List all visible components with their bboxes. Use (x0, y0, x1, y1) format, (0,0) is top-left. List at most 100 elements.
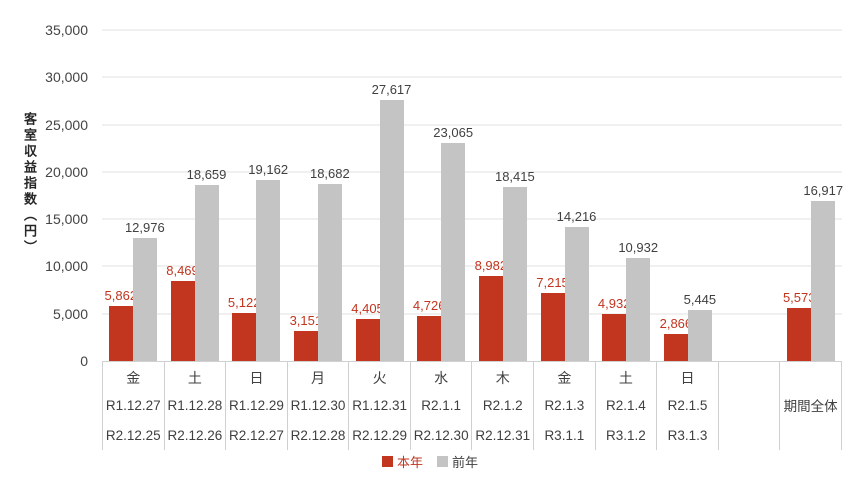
bar-previous-year: 18,659 (187, 168, 226, 361)
bar-value-label: 3,151 (289, 313, 323, 329)
gridline (102, 29, 842, 31)
bar-value-label: 12,976 (124, 220, 165, 236)
category-date-year1: R1.12.30 (290, 397, 346, 413)
y-axis-tick-label: 20,000 (45, 163, 88, 180)
bar-current-year: 8,469 (166, 264, 199, 361)
gridline (102, 171, 842, 173)
legend-item-previous-year: 前年 (437, 452, 478, 471)
category-cell: 金 R2.1.3 R3.1.1 (534, 362, 596, 450)
category-cell: 火 R1.12.31 R2.12.29 (349, 362, 411, 450)
bar-previous-year: 12,976 (125, 221, 165, 361)
bar-group (719, 30, 781, 361)
bar-current-year: 5,573 (783, 291, 815, 361)
bar-group: 5,862 12,976 (102, 30, 165, 361)
bar-group: 8,469 18,659 (164, 30, 226, 361)
bar-value-label: 14,216 (556, 208, 597, 224)
y-axis-tick-label: 35,000 (45, 22, 88, 38)
category-day: 金 (557, 369, 572, 386)
bar-value-label: 4,932 (597, 296, 631, 312)
bar-value-label: 19,162 (248, 161, 289, 177)
bar-current-year: 8,982 (475, 259, 507, 361)
bar-value-label: 8,469 (166, 262, 199, 278)
category-cell: 金 R1.12.27 R2.12.25 (102, 362, 165, 450)
category-date-year2: R2.12.29 (352, 427, 407, 443)
legend-marker-square-icon (381, 456, 393, 467)
category-day: 木 (495, 369, 510, 386)
bar-group: 3,151 18,682 (287, 30, 350, 361)
bar-groups: 5,862 12,976 8,469 18,659 5,122 19,162 3,151 18… (102, 30, 843, 361)
bar-group: 7,215 14,216 (534, 30, 596, 361)
category-date-year1: R1.12.28 (167, 397, 223, 413)
category-day: 日 (680, 369, 695, 386)
bar-value-label: 5,862 (104, 287, 138, 303)
category-date-year1: R2.1.4 (606, 397, 646, 413)
bar-previous-year: 18,415 (495, 170, 535, 361)
bar-previous-year: 18,682 (310, 167, 350, 361)
bar-previous-year: 5,445 (684, 293, 716, 361)
bar-value-label: 4,726 (412, 298, 446, 314)
bar-current-year: 4,405 (351, 302, 384, 361)
bar-group: 5,122 19,162 (225, 30, 288, 361)
bar-current-year: 3,151 (290, 314, 322, 361)
category-cell: 土 R1.12.28 R2.12.26 (165, 362, 227, 450)
bar-current-year: 5,122 (228, 296, 260, 361)
category-day: 水 (434, 369, 449, 386)
category-cell: 日 R1.12.29 R2.12.27 (226, 362, 288, 450)
y-axis-title: 客室収益指数（円） (22, 112, 37, 256)
legend-label: 前年 (452, 455, 479, 470)
bar-value-label: 4,405 (351, 301, 384, 317)
bar-value-label: 18,659 (186, 166, 227, 182)
bar-value-label: 5,445 (683, 291, 717, 307)
bar-value-label: 18,682 (309, 166, 350, 182)
category-cell: 水 R2.1.1 R2.12.30 (411, 362, 473, 450)
bar-group: 8,982 18,415 (472, 30, 535, 361)
gridline (102, 218, 842, 220)
gridline (102, 265, 842, 267)
plot-area: 5,862 12,976 8,469 18,659 5,122 19,162 3,151 18… (102, 29, 843, 361)
bar-group: 4,405 27,617 (349, 30, 411, 361)
y-axis-tick-label: 30,000 (45, 69, 88, 86)
bar-current-year: 4,726 (413, 299, 445, 361)
bar-value-label: 2,866 (659, 315, 693, 331)
category-cell (719, 362, 781, 450)
category-date-year1: 期間全体 (783, 399, 838, 414)
y-axis-ticks: 0 5,000 10,000 15,000 20,000 25,000 30,000 35,0… (28, 23, 88, 368)
bar-previous-year: 16,917 (803, 184, 843, 361)
bar-value-label: 27,617 (371, 81, 412, 97)
bar-value-label: 10,932 (618, 239, 659, 255)
category-date-year2: R2.12.31 (475, 427, 531, 443)
bar-group: 5,573 16,917 (780, 30, 843, 361)
category-cell: 月 R1.12.30 R2.12.28 (288, 362, 350, 450)
category-date-year1: R2.1.3 (544, 397, 585, 413)
gridline (102, 313, 842, 315)
category-day: 土 (618, 369, 633, 386)
y-axis-tick-label: 5,000 (52, 305, 88, 322)
y-axis-tick-label: 25,000 (45, 116, 88, 133)
bar-previous-year: 19,162 (248, 163, 288, 361)
bar-current-year: 5,862 (105, 289, 137, 361)
category-date-year2: R3.1.2 (606, 427, 646, 443)
bar-current-year: 4,932 (598, 297, 630, 361)
legend-label: 本年 (396, 455, 423, 470)
bar-value-label: 16,917 (803, 183, 844, 199)
legend-item-current-year: 本年 (381, 452, 423, 471)
bar-group: 4,726 23,065 (410, 30, 474, 361)
bar-group: 2,866 5,445 (657, 30, 719, 361)
category-day: 火 (372, 369, 387, 386)
category-date-year1: R1.12.27 (105, 397, 161, 413)
bar-previous-year: 10,932 (618, 241, 658, 361)
y-axis-tick-label: 0 (80, 353, 88, 369)
gridline (102, 76, 842, 78)
category-date-year1: R2.1.2 (482, 397, 523, 413)
category-day: 金 (126, 369, 141, 386)
category-day (719, 362, 780, 390)
category-date-year1: R1.12.29 (229, 397, 284, 413)
gridline (102, 124, 842, 126)
y-axis-tick-label: 10,000 (45, 258, 88, 275)
category-date-year2: R3.1.1 (544, 427, 585, 443)
bar-value-label: 23,065 (433, 124, 474, 140)
category-day: 月 (311, 369, 326, 386)
bar-group: 4,932 10,932 (595, 30, 658, 361)
bar-current-year: 7,215 (536, 276, 569, 361)
category-date-year2: R3.1.3 (667, 427, 708, 443)
